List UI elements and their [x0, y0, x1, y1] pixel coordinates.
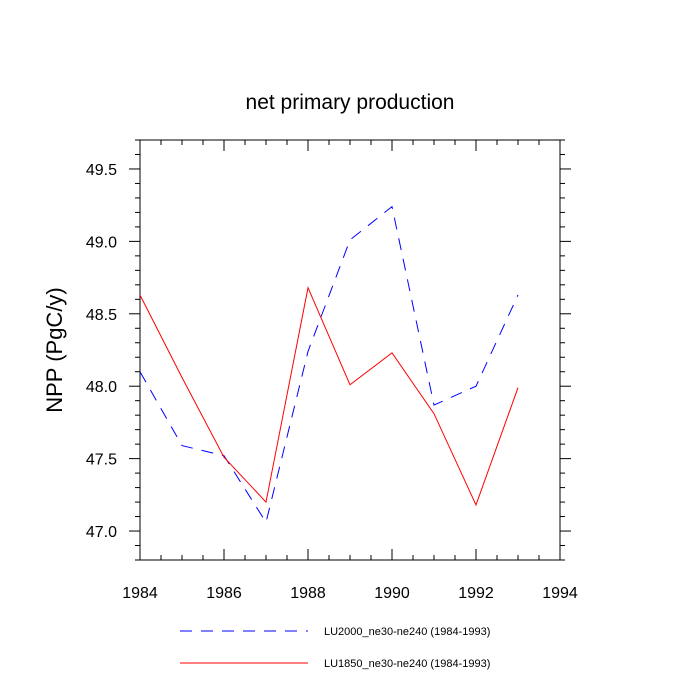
y-tick-label: 49.5 [86, 162, 117, 179]
y-axis-label: NPP (PgC/y) [42, 287, 67, 413]
x-tick-label: 1988 [290, 585, 326, 602]
legend-label-2: LU1850_ne30-ne240 (1984-1993) [324, 658, 490, 670]
series-line-1 [139, 205, 519, 524]
plot-frame [139, 139, 561, 561]
series-lines [139, 205, 519, 524]
x-tick-label: 1992 [458, 585, 494, 602]
y-tick-label: 47.5 [86, 452, 117, 469]
x-tick-label: 1994 [542, 585, 578, 602]
y-tick-label: 47.0 [86, 524, 117, 541]
y-tick-label: 49.0 [86, 234, 117, 251]
y-tick-label: 48.0 [86, 379, 117, 396]
x-tick-label: 1990 [374, 585, 410, 602]
minor-ticks [135, 139, 565, 561]
series-line-2 [139, 286, 519, 507]
tick-labels: 1984 1986 1988 1990 1992 1994 47.0 47.5 48.0 48.5… [86, 162, 578, 602]
legend-label-1: LU2000_ne30-ne240 (1984-1993) [324, 626, 490, 638]
major-ticks [129, 140, 571, 560]
x-tick-label: 1984 [122, 585, 158, 602]
legend: LU2000_ne30-ne240 (1984-1993) LU1850_ne30… [180, 626, 490, 670]
x-tick-label: 1986 [206, 585, 242, 602]
y-tick-label: 48.5 [86, 307, 117, 324]
chart-title: net primary production [246, 91, 455, 114]
